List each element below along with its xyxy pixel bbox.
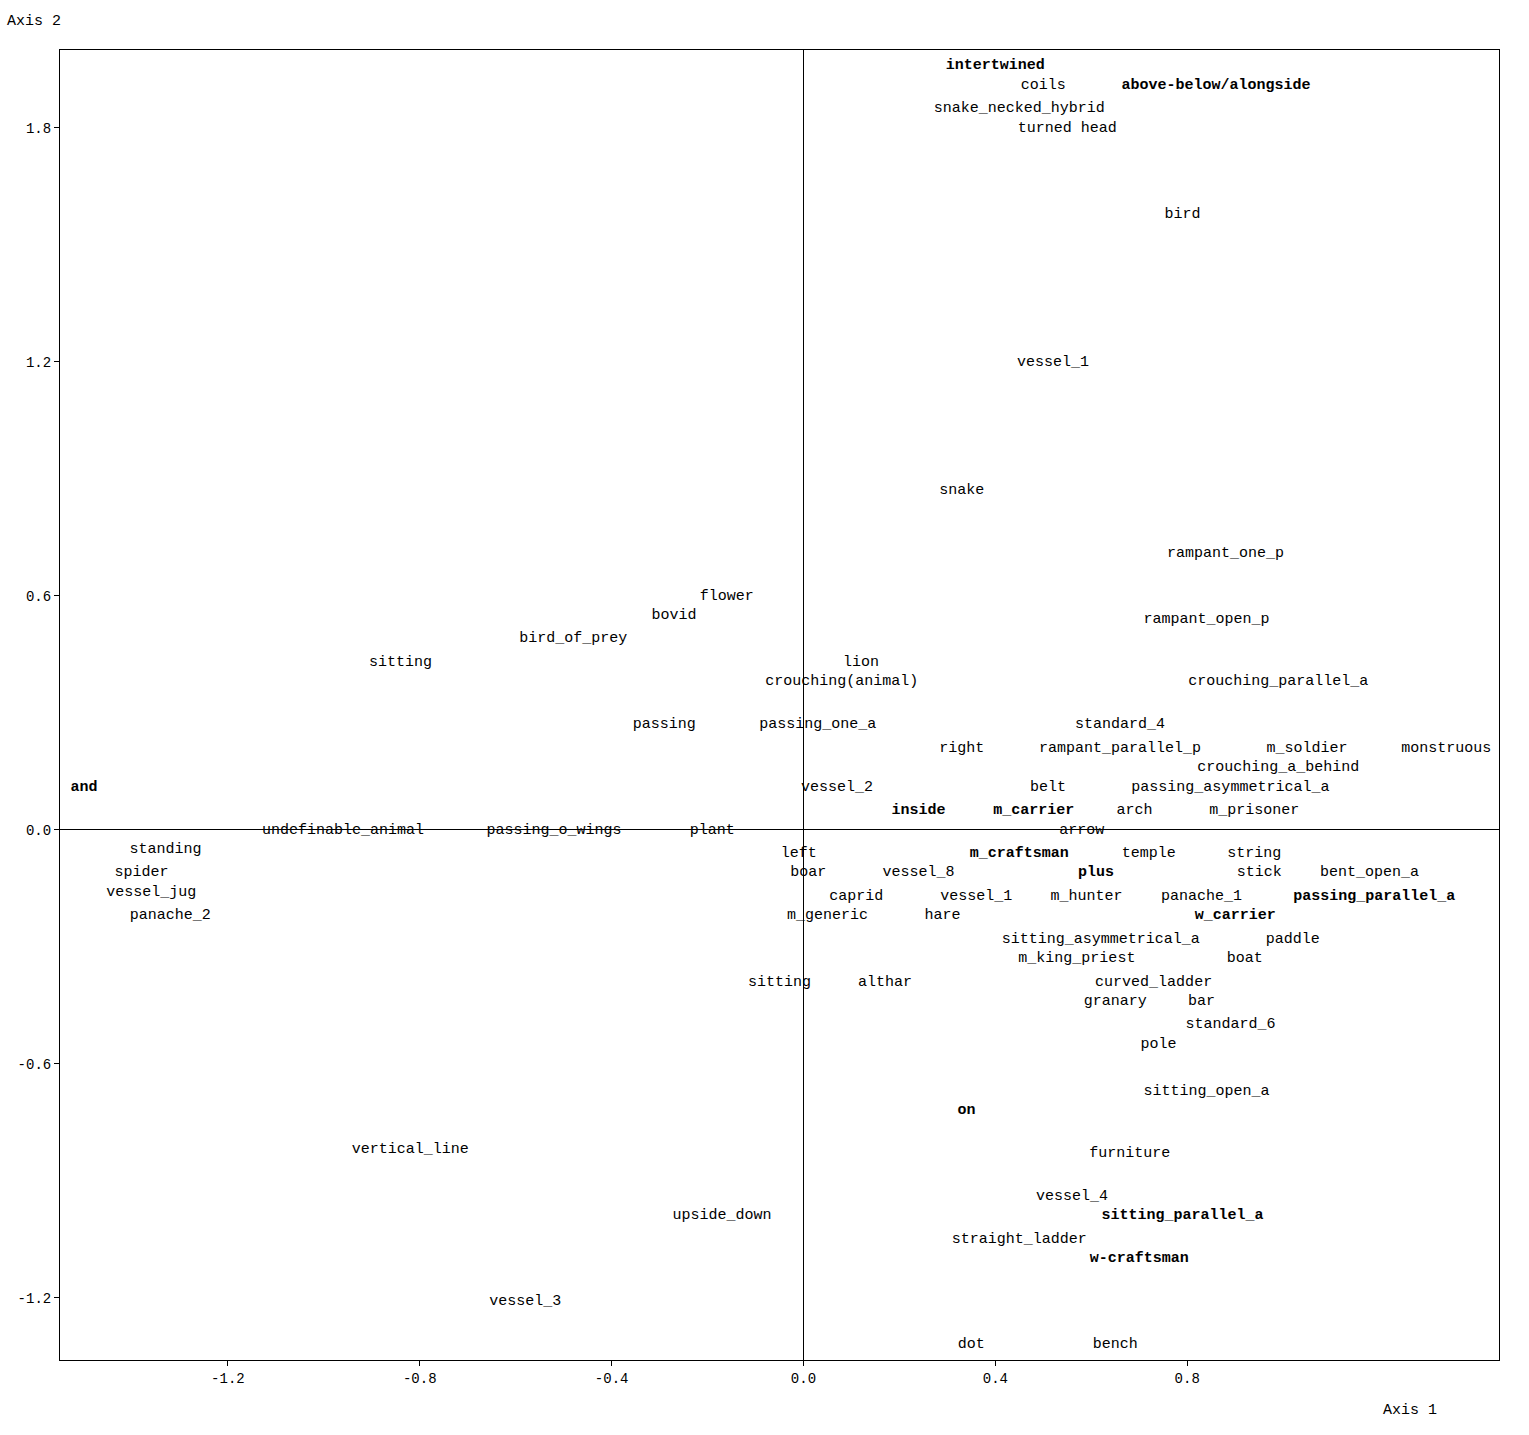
svg-text:curved_ladder: curved_ladder	[1095, 974, 1212, 991]
svg-text:turned head: turned head	[1018, 120, 1117, 137]
svg-text:m_soldier: m_soldier	[1267, 740, 1348, 757]
svg-text:0.8: 0.8	[1175, 1371, 1200, 1387]
svg-text:m_craftsman: m_craftsman	[970, 845, 1069, 862]
svg-text:0.0: 0.0	[791, 1371, 816, 1387]
svg-text:m_generic: m_generic	[787, 907, 868, 924]
svg-text:vessel_3: vessel_3	[489, 1293, 561, 1310]
svg-text:vessel_1: vessel_1	[1017, 354, 1089, 371]
svg-text:plus: plus	[1078, 864, 1114, 881]
svg-text:undefinable_animal: undefinable_animal	[262, 822, 424, 839]
svg-text:crouching_a_behind: crouching_a_behind	[1197, 759, 1359, 776]
svg-text:passing: passing	[633, 716, 696, 733]
svg-text:-0.4: -0.4	[595, 1371, 629, 1387]
svg-text:passing_one_a: passing_one_a	[759, 716, 876, 733]
svg-text:Axis 2: Axis 2	[7, 13, 61, 30]
svg-text:boar: boar	[790, 864, 826, 881]
svg-text:-0.8: -0.8	[403, 1371, 437, 1387]
svg-text:vessel_1: vessel_1	[940, 888, 1012, 905]
svg-text:on: on	[958, 1102, 976, 1119]
svg-text:right: right	[939, 740, 984, 757]
svg-text:monstruous: monstruous	[1401, 740, 1491, 757]
svg-text:0.0: 0.0	[26, 823, 51, 839]
svg-text:caprid: caprid	[829, 888, 883, 905]
svg-text:passing_o_wings: passing_o_wings	[487, 822, 622, 839]
svg-text:furniture: furniture	[1089, 1145, 1170, 1162]
svg-text:w_carrier: w_carrier	[1195, 907, 1276, 924]
svg-text:vertical_line: vertical_line	[352, 1141, 469, 1158]
svg-text:above-below/alongside: above-below/alongside	[1121, 77, 1310, 94]
svg-text:bird_of_prey: bird_of_prey	[519, 630, 627, 647]
svg-text:vessel_4: vessel_4	[1036, 1188, 1108, 1205]
svg-text:passing_asymmetrical_a: passing_asymmetrical_a	[1131, 779, 1329, 796]
svg-text:boat: boat	[1227, 950, 1263, 967]
svg-text:m_king_priest: m_king_priest	[1018, 950, 1135, 967]
svg-text:1.8: 1.8	[26, 121, 51, 137]
svg-text:rampant_open_p: rampant_open_p	[1143, 611, 1269, 628]
svg-text:hare: hare	[925, 907, 961, 924]
svg-text:upside_down: upside_down	[672, 1207, 771, 1224]
svg-text:sitting: sitting	[748, 974, 811, 991]
svg-text:left: left	[781, 845, 817, 862]
svg-text:panache_1: panache_1	[1161, 888, 1242, 905]
svg-text:bench: bench	[1093, 1336, 1138, 1353]
svg-text:sitting_parallel_a: sitting_parallel_a	[1101, 1207, 1263, 1224]
svg-text:vessel_8: vessel_8	[883, 864, 955, 881]
svg-text:crouching(animal): crouching(animal)	[765, 673, 918, 690]
svg-text:belt: belt	[1030, 779, 1066, 796]
svg-text:0.4: 0.4	[983, 1371, 1008, 1387]
svg-text:flower: flower	[700, 588, 754, 605]
svg-text:1.2: 1.2	[26, 355, 51, 371]
svg-text:dot: dot	[958, 1336, 985, 1353]
svg-text:stick: stick	[1237, 864, 1282, 881]
svg-text:and: and	[70, 779, 97, 796]
svg-text:m_prisoner: m_prisoner	[1209, 802, 1299, 819]
svg-text:vessel_jug: vessel_jug	[106, 884, 196, 901]
svg-text:lion: lion	[843, 654, 879, 671]
svg-text:panache_2: panache_2	[130, 907, 211, 924]
svg-text:granary: granary	[1084, 993, 1147, 1010]
svg-text:sitting_asymmetrical_a: sitting_asymmetrical_a	[1002, 931, 1200, 948]
svg-text:arch: arch	[1116, 802, 1152, 819]
svg-text:w-craftsman: w-craftsman	[1090, 1250, 1189, 1267]
svg-text:string: string	[1227, 845, 1281, 862]
svg-text:paddle: paddle	[1266, 931, 1320, 948]
svg-text:rampant_parallel_p: rampant_parallel_p	[1039, 740, 1201, 757]
svg-text:standing: standing	[130, 841, 202, 858]
svg-text:snake: snake	[939, 482, 984, 499]
svg-text:crouching_parallel_a: crouching_parallel_a	[1188, 673, 1368, 690]
svg-text:standard_4: standard_4	[1075, 716, 1165, 733]
svg-text:m_carrier: m_carrier	[993, 802, 1074, 819]
svg-text:vessel_2: vessel_2	[801, 779, 873, 796]
svg-text:plant: plant	[690, 822, 735, 839]
svg-text:temple: temple	[1122, 845, 1176, 862]
svg-text:bovid: bovid	[651, 607, 696, 624]
svg-text:inside: inside	[892, 802, 946, 819]
svg-text:passing_parallel_a: passing_parallel_a	[1293, 888, 1455, 905]
svg-text:Axis 1: Axis 1	[1383, 1402, 1437, 1419]
svg-text:-1.2: -1.2	[211, 1371, 245, 1387]
svg-text:althar: althar	[858, 974, 912, 991]
svg-text:sitting_open_a: sitting_open_a	[1143, 1083, 1269, 1100]
svg-text:coils: coils	[1021, 77, 1066, 94]
svg-text:sitting: sitting	[369, 654, 432, 671]
svg-text:bar: bar	[1188, 993, 1215, 1010]
svg-text:intertwined: intertwined	[946, 57, 1045, 74]
svg-text:0.6: 0.6	[26, 589, 51, 605]
svg-text:spider: spider	[115, 864, 169, 881]
svg-text:rampant_one_p: rampant_one_p	[1167, 545, 1284, 562]
svg-text:-0.6: -0.6	[18, 1057, 52, 1073]
svg-text:straight_ladder: straight_ladder	[952, 1231, 1087, 1248]
svg-text:-1.2: -1.2	[18, 1291, 52, 1307]
svg-text:pole: pole	[1140, 1036, 1176, 1053]
svg-text:bird: bird	[1164, 206, 1200, 223]
svg-text:m_hunter: m_hunter	[1050, 888, 1122, 905]
svg-text:snake_necked_hybrid: snake_necked_hybrid	[934, 100, 1105, 117]
svg-text:arrow: arrow	[1059, 822, 1104, 839]
svg-text:bent_open_a: bent_open_a	[1320, 864, 1419, 881]
svg-text:standard_6: standard_6	[1185, 1016, 1275, 1033]
